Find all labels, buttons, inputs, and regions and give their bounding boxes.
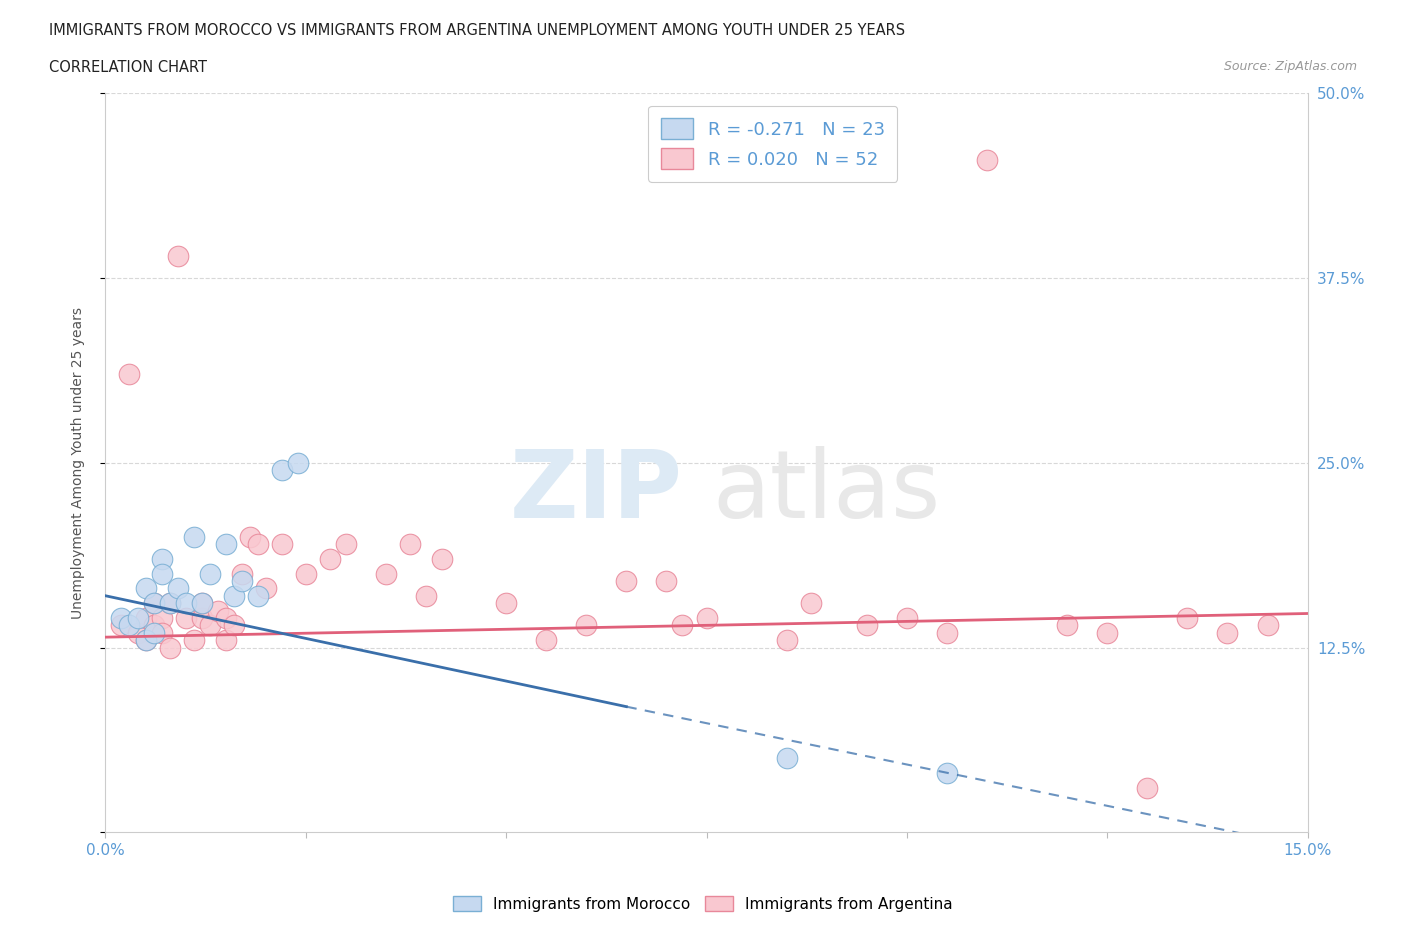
Point (174, 610, 197, 625)
Point (415, 589, 437, 604)
Point (214, 632, 236, 647)
Point (110, 610, 132, 625)
Legend: Immigrants from Morocco, Immigrants from Argentina: Immigrants from Morocco, Immigrants from… (447, 889, 959, 918)
Point (936, 625, 959, 640)
Point (671, 618, 693, 632)
Point (183, 632, 205, 647)
Point (159, 596, 181, 611)
Point (166, 248, 188, 263)
Point (1056, 618, 1078, 632)
Point (254, 581, 277, 596)
Point (142, 625, 165, 640)
Point (135, 632, 157, 647)
Y-axis label: Unemployment Among Youth under 25 years: Unemployment Among Youth under 25 years (70, 307, 84, 618)
Point (159, 596, 181, 611)
Point (495, 596, 517, 611)
Point (1136, 780, 1159, 795)
Point (374, 566, 398, 581)
Point (150, 566, 173, 581)
Point (159, 640, 181, 655)
Text: Source: ZipAtlas.com: Source: ZipAtlas.com (1223, 60, 1357, 73)
Point (246, 537, 269, 551)
Point (231, 574, 253, 589)
Point (150, 625, 173, 640)
Point (776, 632, 799, 647)
Point (319, 551, 342, 566)
Text: ZIP: ZIP (509, 446, 682, 538)
Point (222, 589, 245, 604)
Point (214, 610, 236, 625)
Text: atlas: atlas (713, 446, 941, 538)
Point (399, 537, 422, 551)
Point (118, 366, 141, 381)
Point (1257, 618, 1279, 632)
Point (430, 551, 453, 566)
Point (295, 566, 318, 581)
Point (183, 529, 205, 544)
Point (575, 618, 598, 632)
Point (207, 604, 229, 618)
Point (214, 537, 236, 551)
Point (135, 581, 157, 596)
Point (110, 618, 132, 632)
Point (616, 574, 638, 589)
Point (127, 625, 149, 640)
Point (118, 618, 141, 632)
Point (150, 610, 173, 625)
Point (534, 632, 557, 647)
Point (166, 581, 188, 596)
Point (135, 632, 157, 647)
Point (696, 610, 718, 625)
Point (142, 618, 165, 632)
Point (335, 537, 357, 551)
Point (142, 596, 165, 611)
Point (1216, 625, 1239, 640)
Point (655, 574, 678, 589)
Point (1097, 625, 1119, 640)
Text: IMMIGRANTS FROM MOROCCO VS IMMIGRANTS FROM ARGENTINA UNEMPLOYMENT AMONG YOUTH UN: IMMIGRANTS FROM MOROCCO VS IMMIGRANTS FR… (49, 23, 905, 38)
Point (270, 537, 292, 551)
Point (190, 596, 212, 611)
Point (776, 751, 799, 766)
Point (150, 551, 173, 566)
Text: CORRELATION CHART: CORRELATION CHART (49, 60, 207, 75)
Point (246, 589, 269, 604)
Point (936, 765, 959, 780)
Point (127, 610, 149, 625)
Point (976, 153, 998, 167)
Legend: R = -0.271   N = 23, R = 0.020   N = 52: R = -0.271 N = 23, R = 0.020 N = 52 (648, 106, 897, 181)
Point (270, 462, 292, 477)
Point (1177, 610, 1199, 625)
Point (198, 618, 221, 632)
Point (190, 596, 212, 611)
Point (142, 596, 165, 611)
Point (190, 610, 212, 625)
Point (135, 610, 157, 625)
Point (800, 596, 823, 611)
Point (855, 618, 877, 632)
Point (239, 529, 262, 544)
Point (198, 566, 221, 581)
Point (174, 596, 197, 611)
Point (222, 618, 245, 632)
Point (231, 566, 253, 581)
Point (896, 610, 918, 625)
Point (287, 456, 309, 471)
